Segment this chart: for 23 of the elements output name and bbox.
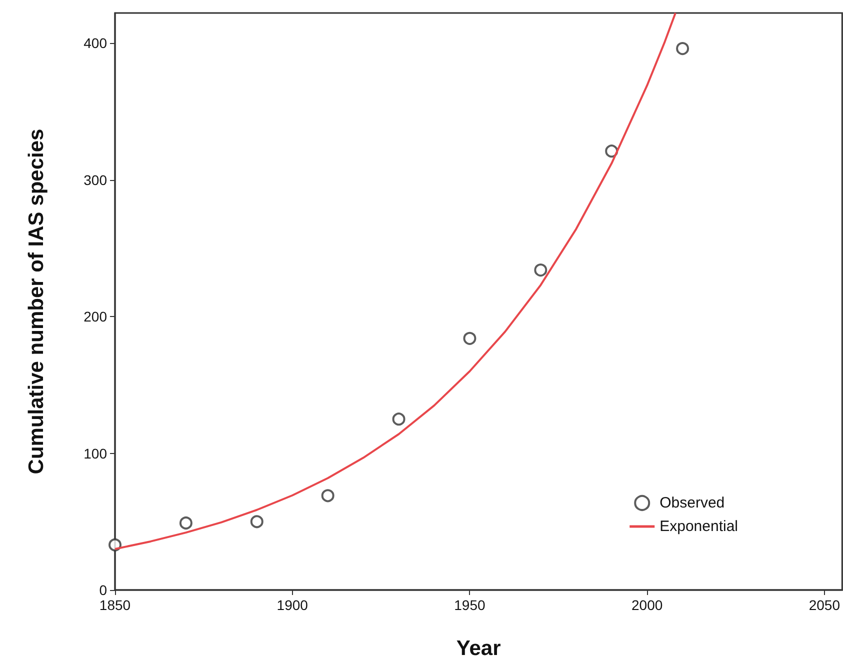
legend-label: Exponential (660, 518, 738, 535)
x-axis-title: Year (456, 637, 501, 660)
point (463, 332, 476, 345)
point (605, 144, 618, 158)
y-axis-title: Cumulative number of IAS species (25, 128, 48, 474)
point (108, 538, 122, 552)
x-tick-label: 2050 (808, 597, 840, 613)
point (534, 264, 548, 277)
y-tick-label: 0 (99, 582, 108, 598)
y-tick-label: 100 (84, 445, 108, 462)
point (250, 515, 264, 528)
point (392, 412, 406, 426)
point (676, 42, 690, 56)
x-tick-label: 1950 (454, 597, 486, 613)
x-tick-label: 1900 (276, 597, 308, 613)
y-tick-label: 400 (84, 35, 108, 52)
x-tick-label: 2000 (631, 597, 663, 613)
point (321, 489, 334, 502)
x-tick-label: 1850 (99, 597, 131, 613)
point (179, 516, 192, 530)
y-tick-label: 300 (84, 172, 108, 188)
legend-label: Observed (660, 494, 725, 512)
y-tick-label: 200 (84, 308, 108, 325)
